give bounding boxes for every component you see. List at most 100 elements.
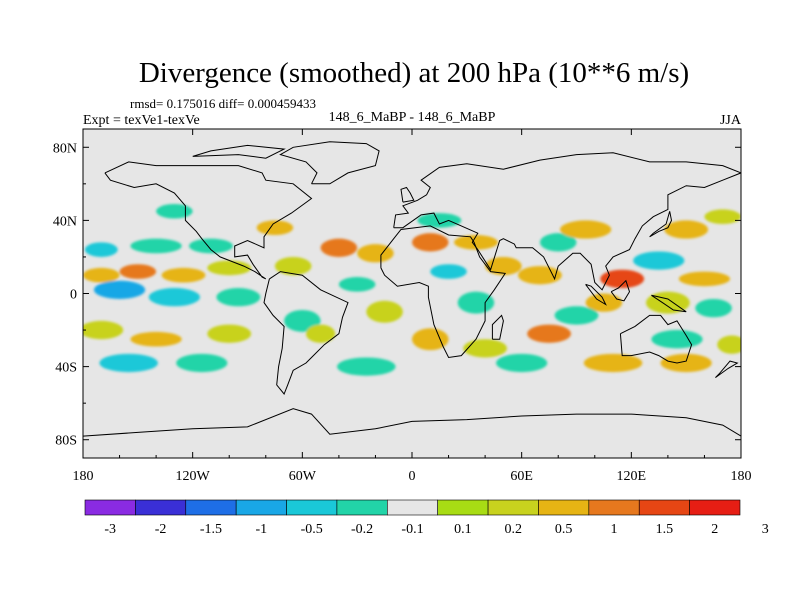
field-feature-13 bbox=[99, 353, 158, 373]
colorbar-swatch-9 bbox=[538, 499, 590, 516]
field-feature-29 bbox=[457, 291, 495, 314]
field-feature-37 bbox=[600, 269, 645, 289]
field-feature-44 bbox=[664, 220, 709, 239]
colorbar-label-5: -0.2 bbox=[351, 522, 373, 537]
field-feature-39 bbox=[554, 306, 599, 325]
coastline-africa bbox=[380, 225, 507, 359]
colorbar-label-2: -1.5 bbox=[200, 522, 222, 537]
colorbar-label-0: -3 bbox=[104, 522, 116, 537]
chart-title: Divergence (smoothed) at 200 hPa (10**6 … bbox=[139, 57, 689, 89]
y-tick-label-3: 40S bbox=[55, 361, 77, 376]
field-feature-6 bbox=[189, 238, 233, 254]
field-feature-4 bbox=[84, 242, 118, 257]
field-feature-19 bbox=[305, 324, 336, 343]
colorbar-swatch-3 bbox=[235, 499, 287, 516]
field-feature-22 bbox=[338, 277, 376, 292]
colorbar-swatch-10 bbox=[588, 499, 640, 516]
y-tick-label-0: 80N bbox=[53, 141, 77, 156]
field-feature-17 bbox=[274, 256, 312, 276]
coastline-australia bbox=[619, 314, 693, 364]
coastline-sumatra bbox=[585, 283, 607, 306]
colorbar-swatch-2 bbox=[185, 499, 237, 516]
field-feature-41 bbox=[583, 353, 643, 373]
field-feature-10 bbox=[83, 320, 124, 340]
colorbar-label-11: 1.5 bbox=[656, 522, 674, 537]
x-tick-label-6: 180 bbox=[731, 469, 752, 484]
colorbar-label-1: -2 bbox=[155, 522, 167, 537]
x-tick-label-1: 120W bbox=[176, 469, 211, 484]
field-feature-15 bbox=[156, 203, 193, 219]
y-tick-label-1: 40N bbox=[53, 214, 77, 229]
field-feature-35 bbox=[539, 233, 577, 252]
field-feature-20 bbox=[320, 238, 358, 257]
field-feature-49 bbox=[660, 353, 712, 373]
colorbar-label-12: 2 bbox=[711, 522, 718, 537]
field-feature-28 bbox=[430, 264, 467, 279]
field-feature-45 bbox=[704, 209, 741, 225]
coastline-borneo bbox=[610, 279, 631, 302]
field-feature-42 bbox=[633, 251, 685, 270]
field-feature-16 bbox=[256, 220, 294, 236]
field-feature-40 bbox=[527, 324, 572, 343]
field-feature-26 bbox=[454, 235, 498, 250]
coastline-antarctica bbox=[83, 408, 741, 437]
field-feature-48 bbox=[651, 330, 703, 349]
field-feature-8 bbox=[148, 288, 200, 307]
field-feature-1 bbox=[119, 264, 157, 279]
field-feature-12 bbox=[207, 324, 252, 343]
season-label: JJA bbox=[720, 113, 742, 128]
field-feature-2 bbox=[161, 267, 206, 283]
stats-text: rmsd= 0.175016 diff= 0.000459433 bbox=[130, 96, 316, 111]
field-feature-46 bbox=[645, 291, 690, 314]
x-axis: 180 120W 60W 0 60E 120E 180 bbox=[73, 129, 752, 484]
field-feature-21 bbox=[357, 244, 394, 263]
divergence-field bbox=[83, 203, 741, 376]
colorbar-swatch-5 bbox=[336, 499, 388, 516]
field-feature-43 bbox=[678, 271, 731, 287]
field-feature-3 bbox=[207, 260, 252, 276]
field-feature-24 bbox=[337, 357, 396, 376]
y-tick-label-4: 80S bbox=[55, 434, 77, 449]
y-axis: 80N 40N 0 40S 80S bbox=[53, 141, 741, 449]
colorbar-swatch-0 bbox=[84, 499, 136, 516]
colorbar-label-3: -1 bbox=[256, 522, 268, 537]
x-tick-label-2: 60W bbox=[289, 469, 317, 484]
coastline-new-guinea bbox=[651, 294, 687, 313]
x-tick-label-5: 120E bbox=[617, 469, 647, 484]
field-feature-38 bbox=[585, 293, 623, 312]
field-feature-47 bbox=[695, 298, 732, 318]
coastline-arctic-islands bbox=[192, 144, 286, 159]
field-feature-11 bbox=[130, 331, 182, 347]
field-feature-0 bbox=[83, 267, 120, 283]
coastline-japan bbox=[649, 211, 673, 238]
field-feature-18 bbox=[284, 309, 321, 332]
colorbar-swatch-11 bbox=[638, 499, 690, 516]
field-feature-50 bbox=[717, 335, 741, 354]
y-tick-label-2: 0 bbox=[70, 288, 77, 303]
colorbar-swatch-4 bbox=[286, 499, 338, 516]
colorbar-label-8: 0.2 bbox=[505, 522, 523, 537]
colorbar-label-7: 0.1 bbox=[454, 522, 472, 537]
colorbar-label-9: 0.5 bbox=[555, 522, 573, 537]
field-feature-36 bbox=[560, 220, 612, 239]
field-feature-7 bbox=[93, 280, 146, 299]
colorbar-label-4: -0.5 bbox=[301, 522, 323, 537]
coastline-madagascar bbox=[491, 314, 504, 340]
colorbar-swatch-7 bbox=[437, 499, 489, 516]
x-tick-label-4: 60E bbox=[510, 469, 533, 484]
colorbar-swatch-8 bbox=[487, 499, 539, 516]
field-feature-9 bbox=[216, 288, 261, 307]
colorbar-label-10: 1 bbox=[611, 522, 618, 537]
field-feature-31 bbox=[412, 328, 449, 351]
colorbar: -3 -2 -1.5 -1 -0.5 -0.2 -0.1 0.1 0.2 0.5 1 1.5 2 3 bbox=[84, 499, 769, 537]
coastline-great-britain bbox=[400, 186, 415, 203]
field-feature-30 bbox=[485, 256, 522, 276]
colorbar-swatch-12 bbox=[689, 499, 741, 516]
coastline-north-america bbox=[104, 161, 313, 280]
field-feature-25 bbox=[412, 233, 449, 252]
coastline-new-zealand bbox=[715, 360, 739, 379]
field-feature-14 bbox=[176, 353, 228, 373]
colorbar-swatch-6 bbox=[387, 499, 438, 516]
plot-area: 180 120W 60W 0 60E 120E 180 80N 40N 0 40S 80S bbox=[53, 128, 752, 484]
